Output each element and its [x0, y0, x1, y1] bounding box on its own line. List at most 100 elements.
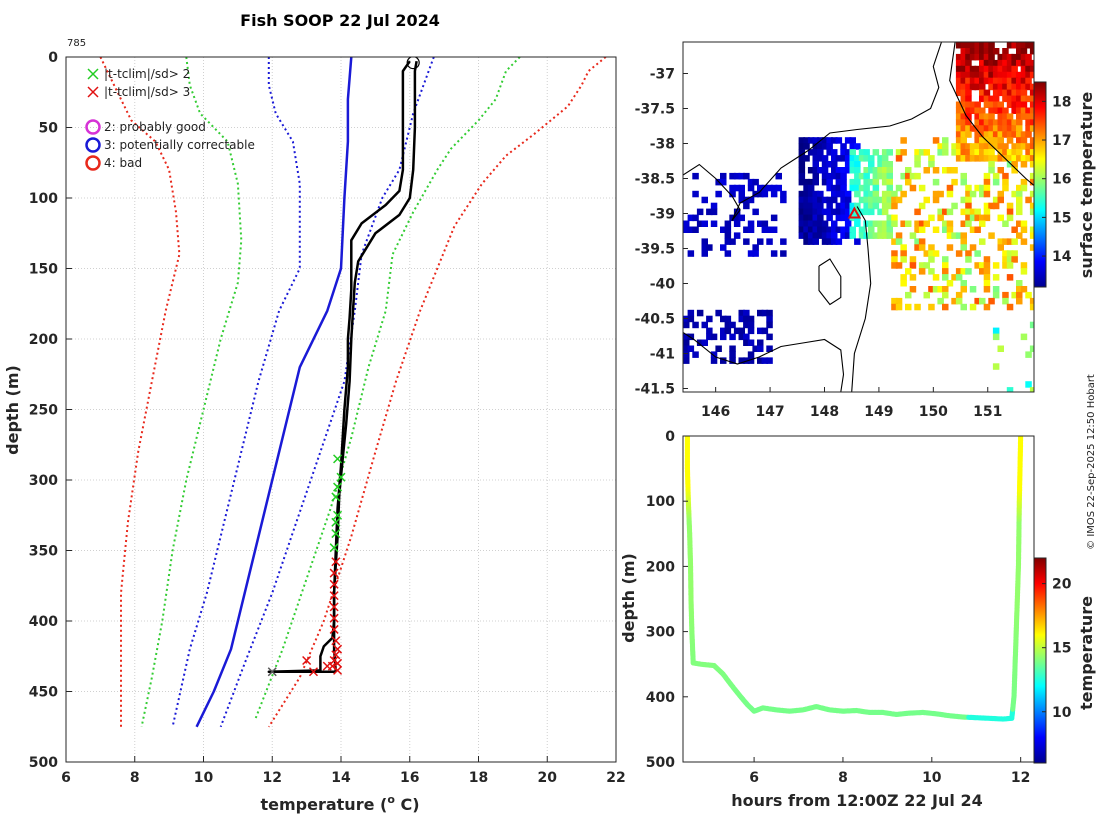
sst-pixel-735 [798, 232, 806, 239]
sst-pixel-523 [900, 190, 907, 198]
sst-pixel-598 [733, 208, 741, 216]
sst-pixel-690 [960, 220, 967, 227]
sst-pixel-552 [868, 196, 875, 204]
sst-pixel-458 [932, 178, 940, 186]
legend-marker-3 [85, 137, 101, 153]
map-colorbar-bar [1033, 81, 1047, 288]
sst-pixel-988 [1029, 387, 1034, 392]
sst-pixel-509 [807, 190, 815, 198]
sst-pixel-675 [854, 220, 861, 227]
sst-pixel-233 [1016, 131, 1023, 138]
sst-pixel-483 [858, 184, 866, 192]
sst-pixel-659 [696, 220, 704, 227]
sst-pixel-281 [988, 143, 995, 150]
sst-pixel-775 [835, 238, 843, 245]
sst-pixel-343 [895, 155, 903, 162]
sst-pixel-563 [992, 196, 1000, 204]
sst-pixel-556 [886, 196, 893, 204]
sst-pixel-266 [821, 143, 829, 150]
sst-pixel-781 [960, 238, 967, 245]
sst-pixel-158 [1016, 101, 1023, 108]
sst-pixel-595 [696, 208, 704, 216]
sst-pixel-294 [826, 149, 833, 156]
sst-pixel-215 [1002, 125, 1009, 132]
sst-pixel-439 [720, 178, 727, 186]
sst-pixel-670 [812, 220, 819, 227]
sst-pixel-722 [886, 226, 893, 233]
sst-pixel-69 [1020, 65, 1028, 73]
sst-pixel-126 [992, 89, 1000, 97]
sst-pixel-146 [1029, 95, 1034, 103]
sst-pixel-825 [983, 256, 991, 263]
sst-pixel-115 [1006, 83, 1014, 91]
sst-pixel-609 [840, 208, 847, 216]
sst-pixel-900 [914, 303, 921, 311]
sst-pixel-50 [1006, 59, 1014, 67]
sst-pixel-981 [747, 357, 755, 364]
sst-pixel-930 [743, 321, 750, 329]
sst-pixel-446 [821, 178, 829, 186]
surface-circle-marker [406, 57, 420, 70]
sst-pixel-511 [817, 190, 824, 198]
sst-pixel-81 [997, 71, 1004, 79]
sst-pixel-318 [983, 149, 991, 156]
sst-pixel-742 [831, 232, 838, 239]
sst-pixel-839 [1002, 262, 1009, 269]
sst-pixel-109 [974, 83, 981, 91]
sst-pixel-848 [965, 268, 972, 275]
sst-pixel-901 [928, 303, 935, 311]
grey-flag-0 [267, 667, 277, 677]
profile-xtick-8: 22 [606, 770, 625, 786]
sst-pixel-278 [974, 143, 981, 150]
sst-pixel-854 [932, 274, 940, 281]
sst-pixel-202 [1016, 119, 1023, 126]
sst-pixel-193 [974, 119, 981, 126]
sst-pixel-532 [1011, 190, 1018, 198]
sst-pixel-276 [965, 143, 972, 150]
sst-pixel-207 [965, 125, 972, 132]
sst-pixel-831 [909, 262, 917, 269]
red-flag-1 [329, 568, 339, 578]
sst-pixel-196 [988, 119, 995, 126]
sst-pixel-110 [979, 83, 986, 91]
sst-pixel-602 [807, 208, 815, 216]
sst-pixel-565 [1016, 196, 1023, 204]
sst-pixel-441 [752, 178, 759, 186]
sst-pixel-706 [798, 226, 806, 233]
sst-pixel-488 [909, 184, 917, 192]
sst-pixel-847 [960, 268, 967, 275]
sst-pixel-705 [770, 226, 778, 233]
sst-pixel-189 [1029, 113, 1034, 120]
sst-pixel-152 [983, 101, 991, 108]
sst-pixel-892 [979, 297, 986, 305]
sst-pixel-588 [965, 202, 972, 210]
sst-pixel-496 [1016, 184, 1023, 192]
sst-pixel-531 [997, 190, 1004, 198]
sst-pixel-906 [1006, 303, 1014, 311]
sst-pixel-373 [881, 161, 889, 168]
sst-pixel-485 [872, 184, 880, 192]
sst-pixel-687 [923, 220, 930, 227]
sst-pixel-582 [872, 202, 880, 210]
sst-pixel-520 [881, 190, 889, 198]
sst-pixel-214 [997, 125, 1004, 132]
sst-pixel-733 [724, 232, 732, 239]
sst-pixel-726 [942, 226, 949, 233]
sst-pixel-230 [1002, 131, 1009, 138]
track-ytick-2: 200 [646, 559, 675, 575]
sst-pixel-272 [942, 143, 949, 150]
sst-pixel-783 [997, 238, 1004, 245]
sst-pixel-374 [886, 161, 893, 168]
sst-pixel-150 [969, 101, 977, 108]
sst-pixel-758 [960, 232, 967, 239]
red-flag-11 [333, 658, 343, 668]
map-ytick-9: -41.5 [635, 382, 675, 398]
sst-pixel-662 [724, 220, 732, 227]
sst-pixel-889 [951, 297, 958, 305]
sst-pixel-34 [997, 53, 1004, 61]
sst-pixel-628 [1016, 208, 1023, 216]
sst-pixel-498 [692, 190, 699, 198]
sst-pixel-581 [868, 202, 875, 210]
sst-pixel-757 [955, 232, 963, 239]
sst-pixel-535 [701, 196, 708, 204]
